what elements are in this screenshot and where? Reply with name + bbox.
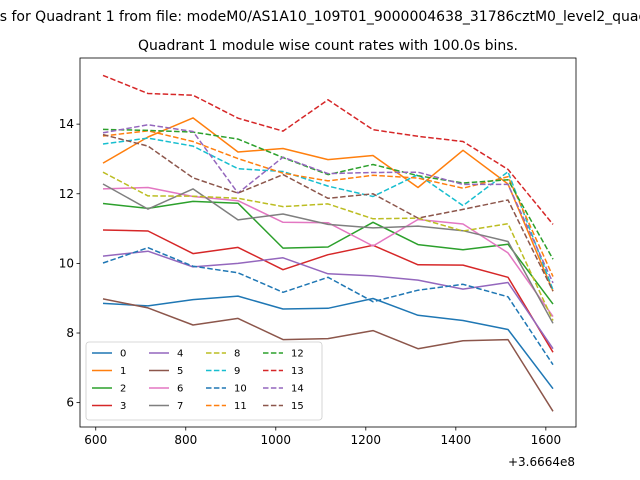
series-line-9 [102,137,554,291]
chart-title: Quadrant 1 module wise count rates with … [138,38,518,54]
series-line-1 [102,117,554,292]
y-tick-label: 12 [59,187,74,201]
series-layer [102,74,554,412]
series-line-2 [102,200,554,305]
x-tick-label: 1000 [261,433,292,447]
y-tick-label: 10 [59,256,74,270]
x-tick-label: 600 [84,433,107,447]
series-line-12 [102,128,554,260]
series-line-15 [102,133,554,292]
legend-frame [85,341,323,421]
x-tick-label: 800 [174,433,197,447]
y-tick-label: 6 [66,396,74,410]
series-line-6 [102,186,554,318]
series-line-10 [102,246,554,366]
legend-label-5: 5 [177,366,183,377]
x-tick-label: 1600 [531,433,562,447]
x-axis: 600 800 1000 1200 1400 1600 [84,427,561,447]
series-line-4 [102,250,554,350]
x-axis-offset-label: +3.6664e8 [508,455,575,469]
series-line-8 [102,171,554,321]
legend-label-10: 10 [234,384,247,395]
series-line-13 [102,74,554,225]
legend-label-8: 8 [234,349,240,360]
x-tick-label: 1400 [441,433,472,447]
figure-suptitle: Light curves for Quadrant 1 from file: m… [0,9,640,25]
legend-label-4: 4 [177,349,183,360]
legend-label-1: 1 [120,366,126,377]
y-tick-label: 14 [59,117,74,131]
legend-label-0: 0 [120,349,126,360]
legend-label-14: 14 [291,384,304,395]
x-tick-label: 1200 [351,433,382,447]
series-line-14 [102,124,554,284]
axes-frame [79,57,577,428]
legend-label-6: 6 [177,384,183,395]
legend-label-11: 11 [234,401,247,412]
legend-label-15: 15 [291,401,304,412]
series-line-3 [102,229,554,353]
series-line-5 [102,298,554,412]
legend-label-13: 13 [291,366,304,377]
series-line-0 [102,295,554,390]
legend-label-3: 3 [120,401,126,412]
y-tick-label: 8 [66,326,74,340]
legend-label-12: 12 [291,349,304,360]
legend-label-9: 9 [234,366,240,377]
y-axis: 6 8 10 12 14 [59,117,80,410]
series-line-11 [102,130,554,277]
legend-label-7: 7 [177,401,183,412]
legend-label-2: 2 [120,384,126,395]
